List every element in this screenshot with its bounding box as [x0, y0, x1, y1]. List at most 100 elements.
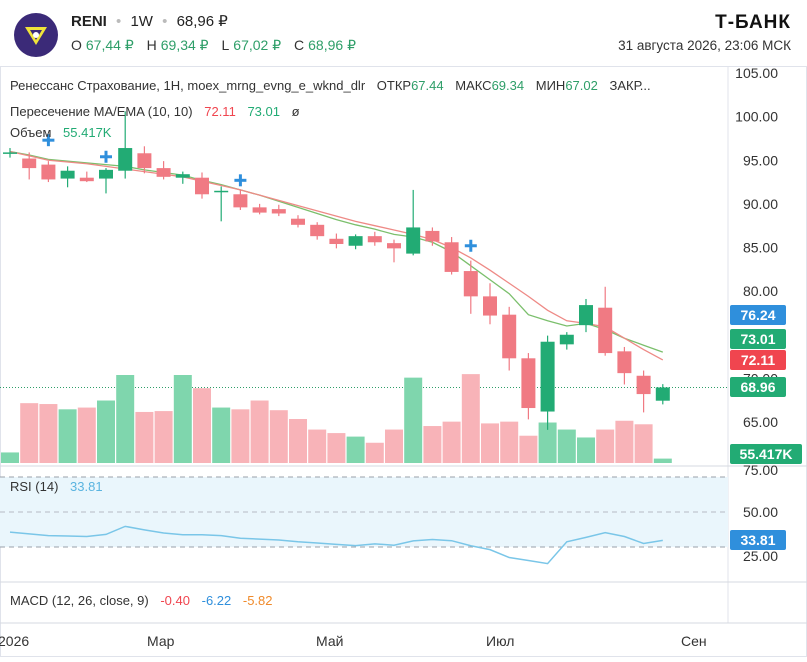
candle-body [310, 224, 325, 237]
legend-macd-v2: -6.22 [202, 593, 232, 608]
candle [60, 166, 75, 188]
candle-body [598, 307, 613, 354]
symbol-row: RENI • 1W • 68,96 ₽ [71, 12, 228, 30]
legend-ma-extra: ø [292, 104, 300, 119]
candle-body [233, 194, 248, 208]
ohlc-high-label: H [146, 37, 157, 53]
volume-tag: 55.417K [730, 444, 802, 464]
candle [463, 260, 478, 314]
legend-rsi[interactable]: RSI (14) 33.81 [10, 479, 103, 494]
price-tick-label: 105.00 [735, 66, 778, 81]
price-tick-label: 85.00 [743, 240, 778, 256]
time-tick-label: Сен [681, 633, 707, 649]
candle-body [540, 341, 555, 412]
legend-macd[interactable]: MACD (12, 26, close, 9) -0.40 -6.22 -5.8… [10, 593, 273, 608]
time-axis[interactable]: 2026 Мар Май Июл Сен [0, 633, 707, 649]
volume-bar [423, 426, 442, 463]
volume-bar [327, 433, 346, 463]
candle [137, 146, 152, 174]
datetime-label: 31 августа 2026, 23:06 МСК [618, 38, 791, 53]
candle-body [406, 227, 421, 254]
candle [22, 152, 37, 180]
candle [3, 148, 17, 158]
candle-body [60, 170, 75, 179]
candle-body [425, 230, 440, 242]
legend-ma[interactable]: Пересечение MA/EMA (10, 10) 72.11 73.01 … [10, 104, 300, 119]
volume-bar [308, 429, 327, 463]
volume-bar [250, 400, 269, 463]
volume-tag-bg [730, 444, 802, 464]
volume-bar [346, 436, 365, 463]
candle [41, 161, 56, 183]
price-chart[interactable]: 105.00100.0095.0090.0085.0080.0075.0070.… [0, 65, 807, 657]
candle [156, 161, 171, 180]
volume-bar [39, 404, 58, 463]
ohlc-open-label: O [71, 37, 82, 53]
volume-bar [615, 420, 634, 463]
price-tags: 76.24 73.01 72.11 68.96 55.417K 33.81 [730, 305, 802, 550]
price-tag-bg [730, 350, 786, 370]
candle [636, 370, 651, 413]
candle [329, 233, 344, 249]
legend-rsi-value: 33.81 [70, 479, 103, 494]
time-tick-label: Май [316, 633, 343, 649]
candle-body [118, 148, 133, 171]
candle [233, 189, 248, 210]
volume-bar [1, 452, 19, 463]
interval-label[interactable]: 1W [130, 13, 153, 30]
legend-volume-title: Объем [10, 125, 51, 140]
rsi-tick-label: 25.00 [743, 548, 778, 564]
legend-macd-v1: -0.40 [160, 593, 190, 608]
candle [540, 335, 555, 430]
rsi-series [9, 525, 663, 565]
candle [387, 239, 401, 263]
candle [214, 186, 229, 222]
volume-bar [634, 424, 653, 463]
candle-body [271, 209, 286, 214]
chart-area[interactable]: 105.00100.0095.0090.0085.0080.0075.0070.… [0, 65, 807, 657]
time-tick-label: Мар [147, 633, 175, 649]
ticker-symbol[interactable]: RENI [71, 13, 107, 30]
legend-close-label: ЗАКР... [609, 78, 650, 93]
volume-bar [116, 375, 135, 463]
volume-bar [269, 410, 288, 463]
legend-volume[interactable]: Объем 55.417K [10, 125, 112, 140]
ohlc-low-value: 67,02 ₽ [233, 37, 282, 53]
ema-series [9, 150, 664, 353]
time-tick-label: 2026 [0, 633, 29, 649]
price-tag: 76.24 [730, 305, 786, 325]
candle-body [195, 177, 209, 195]
legend-low-label: МИН [536, 78, 566, 93]
time-tick-label: Июл [486, 633, 514, 649]
ohlc-row: O 67,44 ₽ H 69,34 ₽ L 67,02 ₽ C 68,96 ₽ [71, 37, 365, 54]
rsi-axis[interactable]: 75.00 50.00 25.00 [743, 462, 778, 564]
candle-body [636, 375, 651, 395]
candle [99, 168, 113, 194]
ma-line [9, 150, 664, 361]
price-tick-label: 80.00 [743, 283, 778, 299]
volume-bar [365, 442, 384, 463]
price-axis[interactable]: 105.00100.0095.0090.0085.0080.0075.0070.… [735, 65, 778, 430]
price-tag-label: 73.01 [740, 331, 775, 347]
legend-volume-value: 55.417K [63, 125, 112, 140]
price-tag: 72.11 [730, 350, 786, 370]
candle-body [79, 177, 94, 182]
candle-body [463, 271, 478, 297]
volume-bar [97, 400, 115, 463]
candle-body [348, 236, 363, 246]
volume-bar [231, 409, 250, 463]
volume-bar [385, 429, 403, 463]
legend-macd-v3: -5.82 [243, 593, 273, 608]
candle-body [483, 296, 497, 316]
brand-logo: Т‑БАНК [715, 12, 791, 33]
price-tag: 73.01 [730, 329, 786, 349]
ohlc-close-label: C [294, 37, 305, 53]
volume-bar [557, 429, 576, 463]
last-price: 68,96 ₽ [176, 13, 228, 30]
volume-bar [461, 374, 480, 463]
ohlc-open-value: 67,44 ₽ [85, 37, 134, 53]
candle [425, 227, 440, 246]
candle [559, 332, 574, 350]
candle-body [367, 236, 382, 243]
volume-bar [154, 411, 173, 463]
